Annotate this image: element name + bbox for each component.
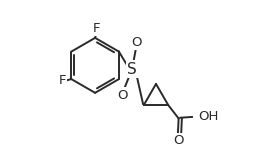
Text: F: F: [93, 22, 100, 35]
Text: O: O: [132, 36, 142, 49]
Text: S: S: [127, 62, 137, 77]
Text: O: O: [117, 89, 128, 102]
Text: F: F: [59, 74, 66, 87]
Text: O: O: [174, 134, 184, 147]
Text: OH: OH: [199, 110, 219, 124]
